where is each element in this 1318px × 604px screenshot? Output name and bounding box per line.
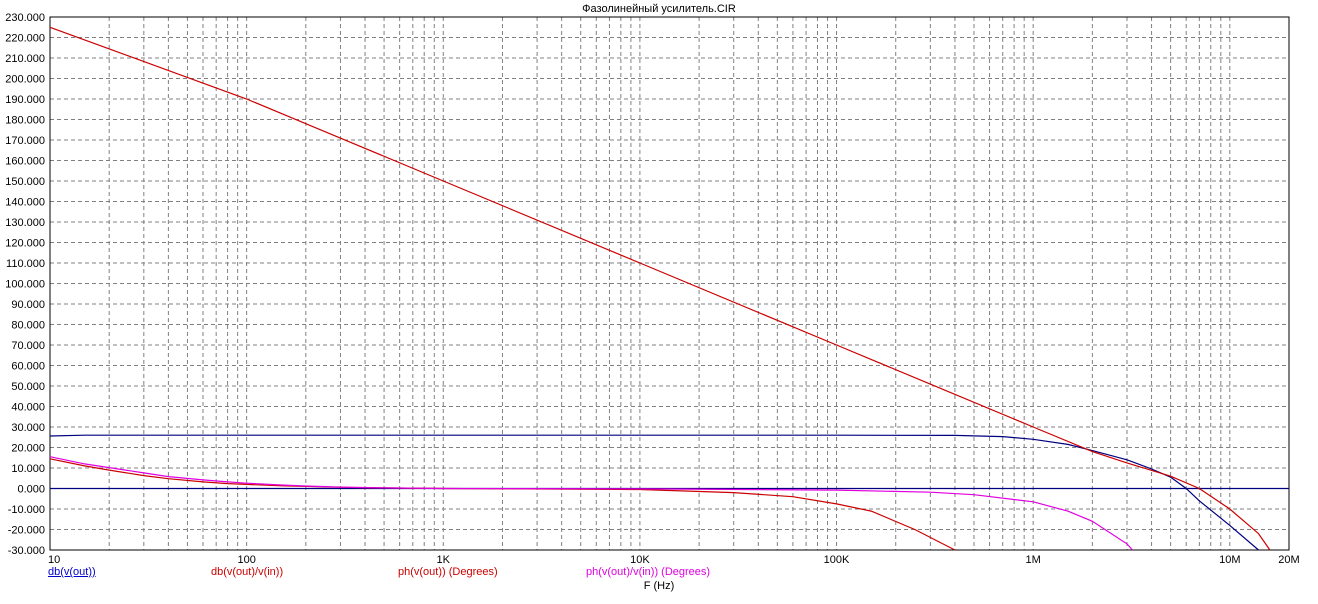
x-tick-label: 1M	[1026, 554, 1041, 566]
y-tick-label: 170.000	[5, 135, 45, 147]
y-tick-label: 220.000	[5, 33, 45, 45]
y-tick-label: 160.000	[5, 156, 45, 168]
y-tick-label: 40.000	[11, 402, 45, 414]
y-tick-label: 50.000	[11, 381, 45, 393]
y-tick-label: 30.000	[11, 422, 45, 434]
legend-label-db-out: db(v(out))	[48, 566, 96, 578]
legend-label-ph-out: ph(v(out)) (Degrees)	[398, 566, 498, 578]
x-tick-label: 20M	[1278, 554, 1299, 566]
y-tick-label: 150.000	[5, 176, 45, 188]
y-tick-label: 70.000	[11, 340, 45, 352]
y-tick-label: 0.000	[17, 484, 45, 496]
x-tick-label: 100K	[824, 554, 850, 566]
y-tick-label: -30.000	[8, 545, 45, 557]
x-tick-label: 10M	[1219, 554, 1240, 566]
x-tick-label: 100	[237, 554, 255, 566]
y-tick-label: 60.000	[11, 361, 45, 373]
y-tick-label: -10.000	[8, 504, 45, 516]
y-tick-label: 210.000	[5, 53, 45, 65]
y-tick-label: 180.000	[5, 115, 45, 127]
x-axis-label: F (Hz)	[643, 580, 675, 592]
legend-label-ph-out-in: ph(v(out)/v(in)) (Degrees)	[586, 566, 711, 578]
y-tick-label: 190.000	[5, 94, 45, 106]
y-tick-label: 90.000	[11, 299, 45, 311]
y-tick-label: 130.000	[5, 217, 45, 229]
y-tick-label: 230.000	[5, 12, 45, 24]
legend-ph-out-in[interactable]: ph(v(out)/v(in)) (Degrees)	[586, 566, 710, 578]
y-tick-label: 100.000	[5, 279, 45, 291]
y-tick-label: -20.000	[8, 525, 45, 537]
y-tick-label: 110.000	[6, 258, 45, 270]
plot-frame	[49, 16, 1290, 551]
y-tick-label: 200.000	[5, 74, 45, 86]
chart-title: Фазолинейный усилитель.CIR	[582, 3, 736, 15]
legend-db-out[interactable]: db(v(out))	[48, 566, 96, 578]
y-tick-label: 80.000	[11, 320, 45, 332]
legend-ph-out[interactable]: ph(v(out)) (Degrees)	[398, 566, 498, 578]
x-tick-label: 1K	[437, 554, 451, 566]
x-tick-label: 10	[48, 554, 60, 566]
series-line	[49, 456, 1133, 551]
y-tick-label: 20.000	[11, 443, 45, 455]
x-tick-label: 10K	[630, 554, 650, 566]
series-line	[49, 26, 1271, 551]
legend-db-out-in[interactable]: db(v(out)/v(in))	[211, 566, 283, 578]
legend-label-db-out-in: db(v(out)/v(in))	[211, 566, 284, 578]
series-line	[49, 434, 1259, 551]
y-tick-label: 120.000	[5, 238, 45, 250]
y-tick-label: 10.000	[11, 463, 45, 475]
y-tick-label: 140.000	[5, 197, 45, 209]
